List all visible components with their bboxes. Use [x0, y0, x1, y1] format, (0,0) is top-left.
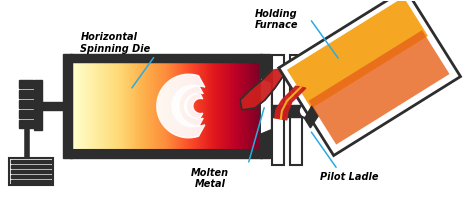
Bar: [11, 180, 51, 183]
Polygon shape: [260, 77, 272, 135]
Bar: [11, 174, 51, 177]
Bar: [34, 102, 63, 110]
Polygon shape: [172, 85, 203, 127]
Text: Horizontal
Spinning Die: Horizontal Spinning Die: [81, 33, 151, 54]
Polygon shape: [184, 94, 203, 118]
Bar: [18, 80, 33, 88]
Polygon shape: [287, 0, 428, 109]
Bar: [9, 158, 53, 186]
Text: Molten
Metal: Molten Metal: [191, 168, 229, 189]
Bar: [71, 150, 262, 158]
Bar: [11, 170, 51, 173]
Polygon shape: [309, 30, 449, 145]
Bar: [18, 110, 33, 118]
Circle shape: [299, 104, 313, 118]
Text: Pilot Ladle: Pilot Ladle: [320, 172, 378, 181]
Text: Holding
Furnace: Holding Furnace: [255, 9, 299, 30]
Bar: [34, 80, 42, 130]
Bar: [71, 54, 262, 62]
Bar: [272, 55, 284, 165]
Bar: [290, 55, 302, 165]
Polygon shape: [275, 86, 306, 120]
Polygon shape: [305, 106, 318, 128]
Polygon shape: [279, 0, 461, 155]
Bar: [18, 100, 33, 108]
Bar: [18, 120, 33, 128]
Polygon shape: [157, 74, 205, 138]
Polygon shape: [240, 68, 284, 110]
Bar: [11, 165, 51, 168]
Bar: [73, 62, 260, 150]
Bar: [260, 54, 270, 158]
Bar: [11, 160, 51, 163]
Bar: [18, 90, 33, 98]
Bar: [63, 54, 73, 158]
Bar: [272, 105, 302, 117]
